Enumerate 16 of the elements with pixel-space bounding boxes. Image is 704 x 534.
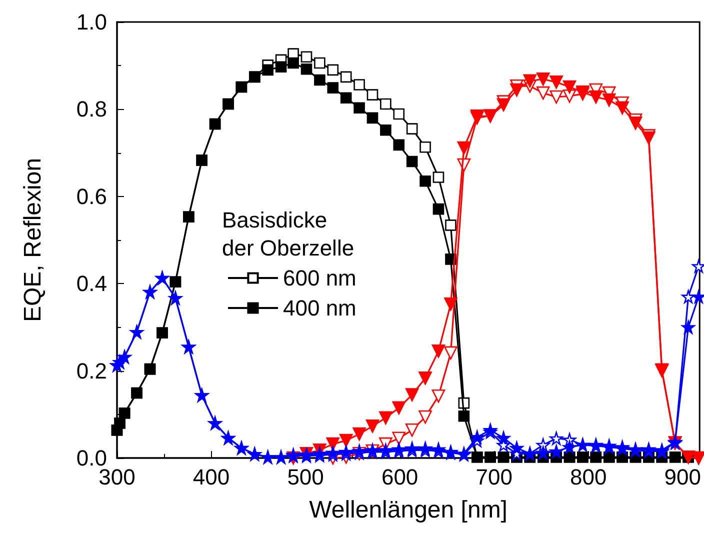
x-tick-label: 800 bbox=[570, 464, 607, 490]
x-tick-label: 500 bbox=[287, 464, 324, 490]
x-axis-title: Wellenlängen [nm] bbox=[309, 496, 508, 524]
legend-title: Basisdicke der Oberzelle bbox=[222, 208, 354, 260]
legend-label: 600 nm bbox=[283, 266, 356, 290]
legend-label: 400 nm bbox=[283, 296, 356, 320]
y-tick-label: 0.4 bbox=[76, 271, 107, 296]
y-tick-label: 0.2 bbox=[76, 358, 107, 384]
x-tick-label: 600 bbox=[381, 464, 418, 490]
x-tick-label: 400 bbox=[192, 464, 230, 490]
y-tick-label: 0.8 bbox=[76, 96, 107, 122]
y-axis-title: EQE, Reflexion bbox=[20, 158, 46, 322]
y-tick-label: 1.0 bbox=[76, 10, 107, 34]
y-tick-label: 0.6 bbox=[76, 184, 107, 209]
x-tick-label: 700 bbox=[476, 464, 512, 490]
x-tick-label: 900 bbox=[664, 464, 702, 490]
